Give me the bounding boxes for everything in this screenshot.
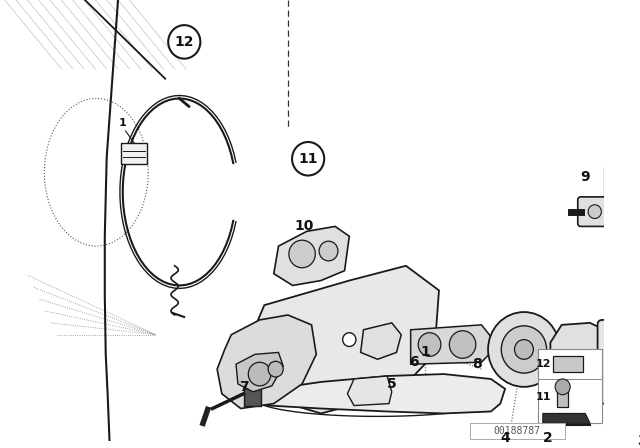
Polygon shape xyxy=(236,353,284,392)
Text: 5: 5 xyxy=(387,377,397,391)
Text: 2: 2 xyxy=(543,431,552,445)
FancyBboxPatch shape xyxy=(598,320,640,404)
Circle shape xyxy=(605,203,622,220)
Polygon shape xyxy=(411,325,491,364)
Circle shape xyxy=(268,361,284,377)
Text: 11: 11 xyxy=(536,392,551,402)
Bar xyxy=(470,423,564,439)
Text: 00188787: 00188787 xyxy=(494,426,541,436)
Text: 7: 7 xyxy=(239,380,248,394)
Circle shape xyxy=(449,331,476,358)
Circle shape xyxy=(292,142,324,176)
Bar xyxy=(121,143,147,164)
Circle shape xyxy=(488,312,560,387)
Circle shape xyxy=(319,241,338,261)
Bar xyxy=(553,356,584,372)
Text: 9: 9 xyxy=(580,170,590,184)
Text: 10: 10 xyxy=(294,220,314,233)
Bar xyxy=(538,349,602,423)
Circle shape xyxy=(555,379,570,395)
Circle shape xyxy=(342,333,356,346)
Text: 4: 4 xyxy=(500,431,510,445)
Bar xyxy=(244,388,260,405)
Bar xyxy=(557,387,568,406)
Text: 12: 12 xyxy=(175,35,194,49)
Text: 3: 3 xyxy=(637,434,640,448)
Polygon shape xyxy=(543,414,590,423)
Polygon shape xyxy=(360,323,401,359)
Circle shape xyxy=(248,362,271,386)
Circle shape xyxy=(168,25,200,59)
Text: 1: 1 xyxy=(420,345,429,359)
Text: 11: 11 xyxy=(298,152,318,166)
Polygon shape xyxy=(253,374,505,414)
Polygon shape xyxy=(217,315,316,409)
Polygon shape xyxy=(550,323,609,392)
Polygon shape xyxy=(246,266,439,414)
Circle shape xyxy=(620,204,636,220)
Circle shape xyxy=(501,326,547,373)
Circle shape xyxy=(515,340,533,359)
Polygon shape xyxy=(348,376,392,405)
Text: 12: 12 xyxy=(536,359,551,369)
Text: 6: 6 xyxy=(409,355,419,369)
Polygon shape xyxy=(274,226,349,285)
Circle shape xyxy=(588,205,602,219)
Text: 1: 1 xyxy=(119,118,127,128)
FancyBboxPatch shape xyxy=(578,197,636,226)
Polygon shape xyxy=(630,219,640,244)
Circle shape xyxy=(418,333,441,356)
Text: 8: 8 xyxy=(472,357,482,371)
Circle shape xyxy=(289,240,316,268)
